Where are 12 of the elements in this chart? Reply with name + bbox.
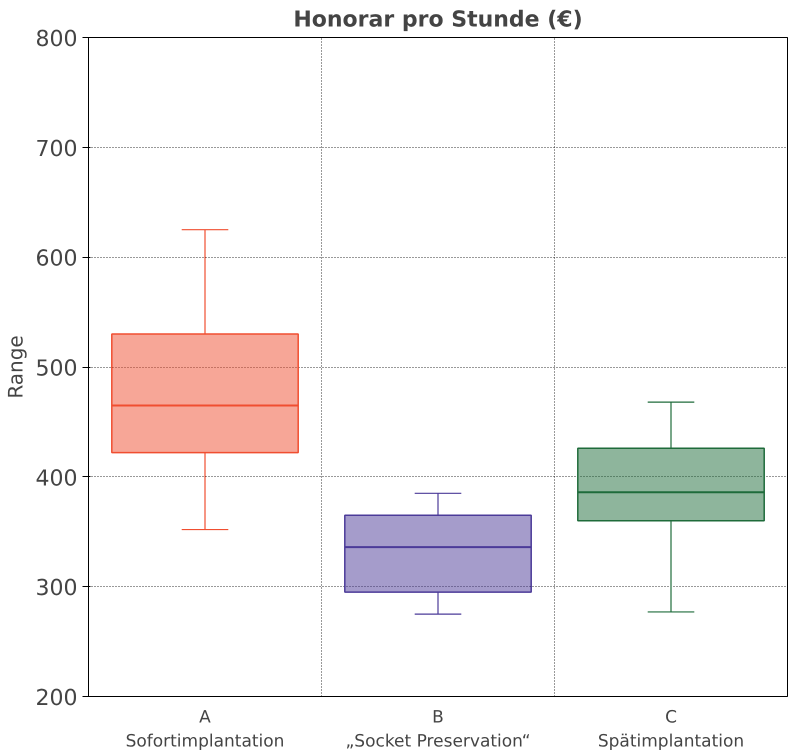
y-tick-label: 200 bbox=[36, 686, 78, 711]
y-axis-title: Range bbox=[4, 335, 28, 399]
y-tick-label: 400 bbox=[36, 466, 78, 492]
x-tick-label: B „Socket Preservation“ bbox=[345, 708, 531, 752]
x-tick-label: C Spätimplantation bbox=[598, 708, 744, 752]
x-tick-label: A Sofortimplantation bbox=[126, 708, 284, 752]
y-tick-label: 300 bbox=[36, 576, 78, 602]
y-tick-label: 500 bbox=[36, 356, 78, 382]
chart-title: Honorar pro Stunde (€) bbox=[293, 8, 583, 32]
y-tick-label: 700 bbox=[36, 136, 78, 162]
y-tick-label: 600 bbox=[36, 246, 78, 272]
y-tick-label: 800 bbox=[36, 27, 78, 52]
